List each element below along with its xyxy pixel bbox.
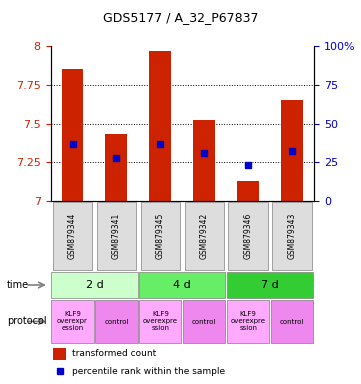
Text: KLF9
overexpre
ssion: KLF9 overexpre ssion — [143, 311, 178, 331]
Text: KLF9
overexpr
ession: KLF9 overexpr ession — [57, 311, 88, 331]
Text: 4 d: 4 d — [173, 280, 191, 290]
FancyBboxPatch shape — [139, 272, 225, 298]
Text: GSM879343: GSM879343 — [288, 213, 297, 259]
Text: control: control — [192, 318, 217, 324]
Text: GSM879344: GSM879344 — [68, 213, 77, 259]
Bar — [53, 348, 66, 360]
Bar — [237, 181, 259, 201]
FancyBboxPatch shape — [53, 202, 92, 270]
Text: GSM879341: GSM879341 — [112, 213, 121, 259]
Text: GSM879345: GSM879345 — [156, 213, 165, 259]
Text: protocol: protocol — [7, 316, 47, 326]
FancyBboxPatch shape — [184, 202, 224, 270]
FancyBboxPatch shape — [227, 272, 313, 298]
Text: percentile rank within the sample: percentile rank within the sample — [71, 367, 225, 376]
Text: control: control — [280, 318, 304, 324]
FancyBboxPatch shape — [229, 202, 268, 270]
Text: KLF9
overexpre
ssion: KLF9 overexpre ssion — [231, 311, 266, 331]
Bar — [61, 69, 83, 201]
Text: GDS5177 / A_32_P67837: GDS5177 / A_32_P67837 — [103, 12, 258, 25]
Text: time: time — [7, 280, 29, 290]
FancyBboxPatch shape — [97, 202, 136, 270]
FancyBboxPatch shape — [227, 300, 269, 343]
Text: transformed count: transformed count — [71, 349, 156, 358]
Text: GSM879342: GSM879342 — [200, 213, 209, 259]
FancyBboxPatch shape — [140, 202, 180, 270]
Text: control: control — [104, 318, 129, 324]
Bar — [105, 134, 127, 201]
FancyBboxPatch shape — [183, 300, 225, 343]
FancyBboxPatch shape — [271, 300, 313, 343]
Text: 2 d: 2 d — [86, 280, 103, 290]
Text: 7 d: 7 d — [261, 280, 279, 290]
Bar — [281, 100, 303, 201]
Bar — [149, 51, 171, 201]
FancyBboxPatch shape — [139, 300, 182, 343]
Text: GSM879346: GSM879346 — [244, 213, 253, 259]
Bar — [193, 121, 215, 201]
FancyBboxPatch shape — [51, 272, 138, 298]
FancyBboxPatch shape — [95, 300, 138, 343]
FancyBboxPatch shape — [272, 202, 312, 270]
FancyBboxPatch shape — [51, 300, 93, 343]
